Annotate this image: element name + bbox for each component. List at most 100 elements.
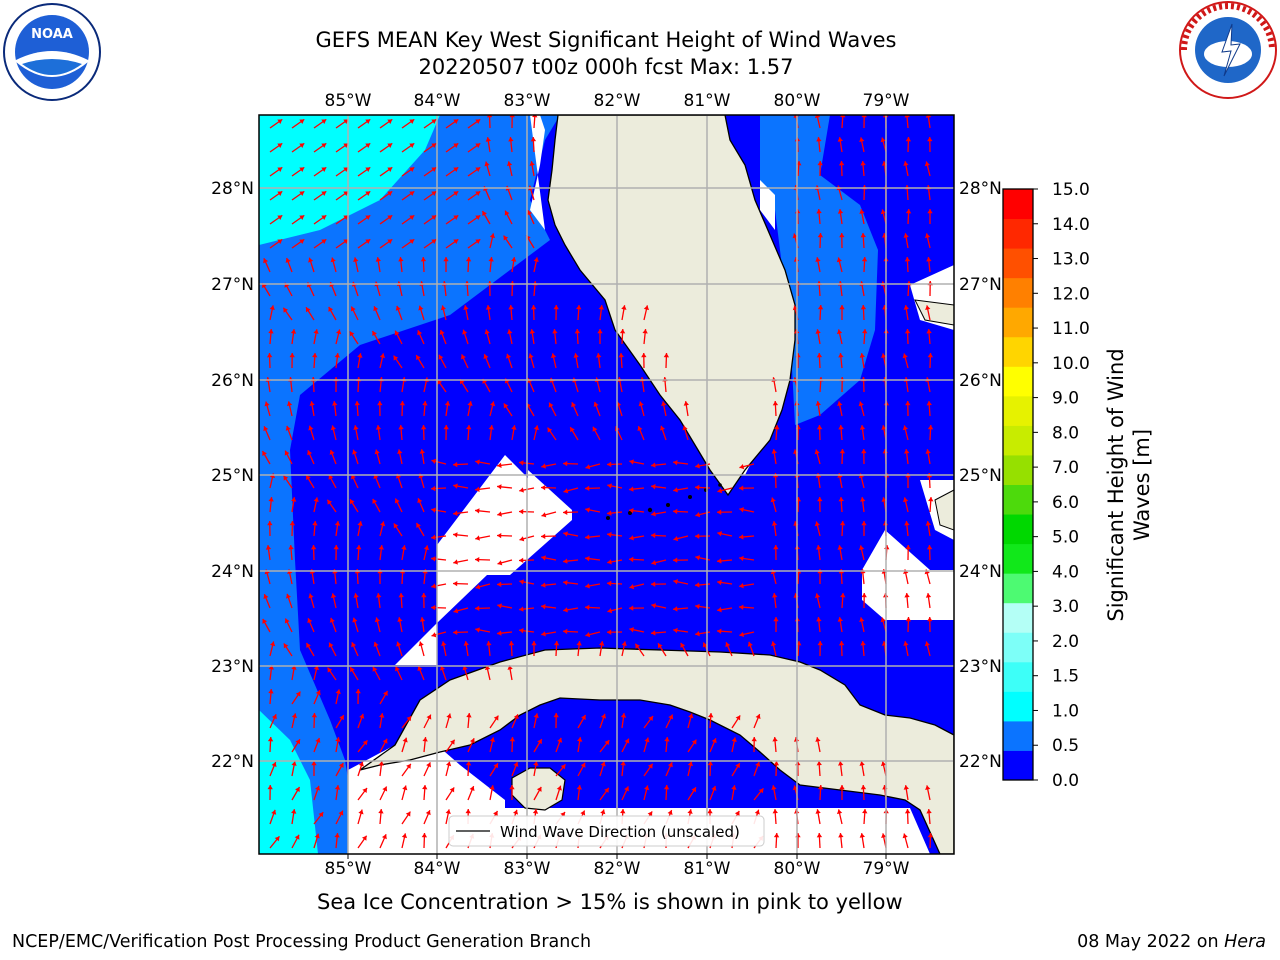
wave-direction-arrow — [629, 508, 645, 514]
wave-direction-arrow — [313, 190, 327, 201]
wave-direction-arrow — [563, 607, 579, 613]
colorbar-tick-label: 6.0 — [1052, 493, 1079, 513]
wave-direction-arrow — [533, 761, 539, 777]
wave-direction-arrow — [739, 583, 755, 589]
wave-direction-arrow — [926, 809, 932, 825]
lat-tick-label: 25°N — [211, 466, 254, 486]
wave-direction-arrow — [488, 425, 494, 441]
wave-band-1.0-1.5-sw — [259, 710, 318, 854]
wave-direction-arrow — [816, 424, 823, 441]
wave-direction-arrow — [651, 559, 667, 566]
wave-direction-arrow — [467, 738, 475, 753]
wave-direction-arrow — [445, 214, 459, 225]
wave-direction-arrow — [593, 401, 601, 417]
wave-direction-arrow — [288, 545, 294, 561]
wave-direction-arrow — [651, 511, 667, 517]
wave-direction-arrow — [629, 583, 645, 590]
wave-direction-arrow — [924, 641, 931, 657]
wave-direction-arrow — [738, 485, 755, 491]
wave-direction-arrow — [859, 617, 865, 633]
wave-direction-arrow — [739, 631, 755, 638]
wave-direction-arrow — [268, 329, 274, 345]
colorbar-tick-label: 9.0 — [1052, 389, 1079, 409]
wave-direction-arrow — [352, 617, 359, 633]
wave-direction-arrow — [444, 401, 451, 417]
wave-direction-arrow — [533, 713, 539, 729]
wave-direction-arrow — [443, 257, 449, 272]
wave-direction-arrow — [335, 689, 341, 705]
wave-direction-arrow — [445, 142, 459, 153]
wave-direction-arrow — [599, 713, 607, 729]
wave-direction-arrow — [307, 617, 315, 633]
wave-direction-arrow — [283, 643, 293, 657]
wave-direction-arrow — [773, 617, 779, 632]
colorbar-tick-label: 3.0 — [1052, 597, 1079, 617]
wave-direction-arrow — [440, 305, 447, 321]
wave-direction-arrow — [284, 450, 293, 465]
wave-direction-arrow — [291, 665, 297, 681]
wave-direction-arrow — [529, 161, 535, 177]
wave-direction-arrow — [489, 737, 496, 753]
wave-direction-arrow — [651, 484, 667, 490]
wave-direction-arrow — [379, 738, 388, 753]
wave-direction-arrow — [541, 555, 557, 561]
wave-direction-arrow — [838, 640, 845, 657]
wave-direction-arrow — [351, 642, 359, 657]
map-title: GEFS MEAN Key West Significant Height of… — [315, 28, 897, 52]
wave-direction-arrow — [903, 641, 909, 657]
wave-direction-arrow — [651, 603, 667, 609]
wave-direction-arrow — [672, 557, 689, 563]
wave-direction-arrow — [418, 305, 425, 321]
wave-direction-arrow — [353, 593, 359, 609]
wave-direction-arrow — [475, 459, 491, 465]
wave-direction-arrow — [725, 641, 733, 657]
wave-direction-arrow — [861, 256, 868, 273]
wave-direction-arrow — [731, 737, 737, 753]
wave-direction-arrow — [507, 329, 513, 345]
wave-direction-arrow — [673, 460, 689, 466]
footer-credit: NCEP/EMC/Verification Post Processing Pr… — [12, 932, 592, 952]
wave-direction-arrow — [335, 329, 342, 345]
colorbar-tick-label: 13.0 — [1052, 250, 1090, 270]
wave-direction-arrow — [861, 592, 867, 609]
wave-direction-arrow — [860, 641, 866, 657]
wave-direction-arrow — [431, 631, 447, 638]
wave-direction-arrow — [541, 582, 557, 588]
wave-direction-arrow — [506, 161, 513, 177]
wave-direction-arrow — [379, 353, 386, 369]
wave-direction-arrow — [262, 618, 271, 633]
wave-direction-arrow — [904, 593, 910, 609]
wave-direction-arrow — [905, 208, 912, 225]
wave-direction-arrow — [453, 510, 469, 516]
wave-direction-arrow — [421, 832, 428, 849]
wave-direction-arrow — [773, 544, 779, 561]
wave-direction-arrow — [349, 331, 359, 345]
wave-direction-arrow — [326, 499, 337, 513]
wave-direction-arrow — [731, 785, 737, 801]
wave-direction-arrow — [772, 808, 778, 825]
wave-direction-arrow — [860, 304, 867, 321]
wave-direction-arrow — [313, 689, 321, 705]
wave-direction-arrow — [313, 737, 321, 753]
sea-ice-caption: Sea Ice Concentration > 15% is shown in … — [317, 890, 903, 914]
wave-direction-arrow — [401, 833, 408, 849]
wave-band-0.5-1.0 — [259, 115, 560, 854]
wave-direction-arrow — [903, 305, 909, 321]
wave-band-1.0-1.5 — [259, 115, 440, 245]
wave-direction-arrow — [585, 556, 601, 562]
wave-direction-arrow — [419, 617, 426, 633]
cuba-land — [359, 647, 954, 854]
wave-direction-arrow — [398, 425, 404, 441]
wave-direction-arrow — [423, 190, 437, 201]
wave-direction-arrow — [423, 166, 437, 177]
wave-direction-arrow — [584, 604, 601, 611]
wave-direction-arrow — [356, 544, 362, 561]
wave-direction-arrow — [379, 142, 393, 153]
wave-direction-arrow — [664, 737, 670, 753]
wave-direction-arrow — [541, 511, 557, 518]
wave-direction-arrow — [329, 449, 337, 465]
lat-tick-label: 27°N — [211, 275, 254, 295]
wave-direction-arrow — [773, 832, 780, 849]
wave-direction-arrow — [266, 352, 273, 369]
wave-direction-arrow — [839, 305, 845, 320]
